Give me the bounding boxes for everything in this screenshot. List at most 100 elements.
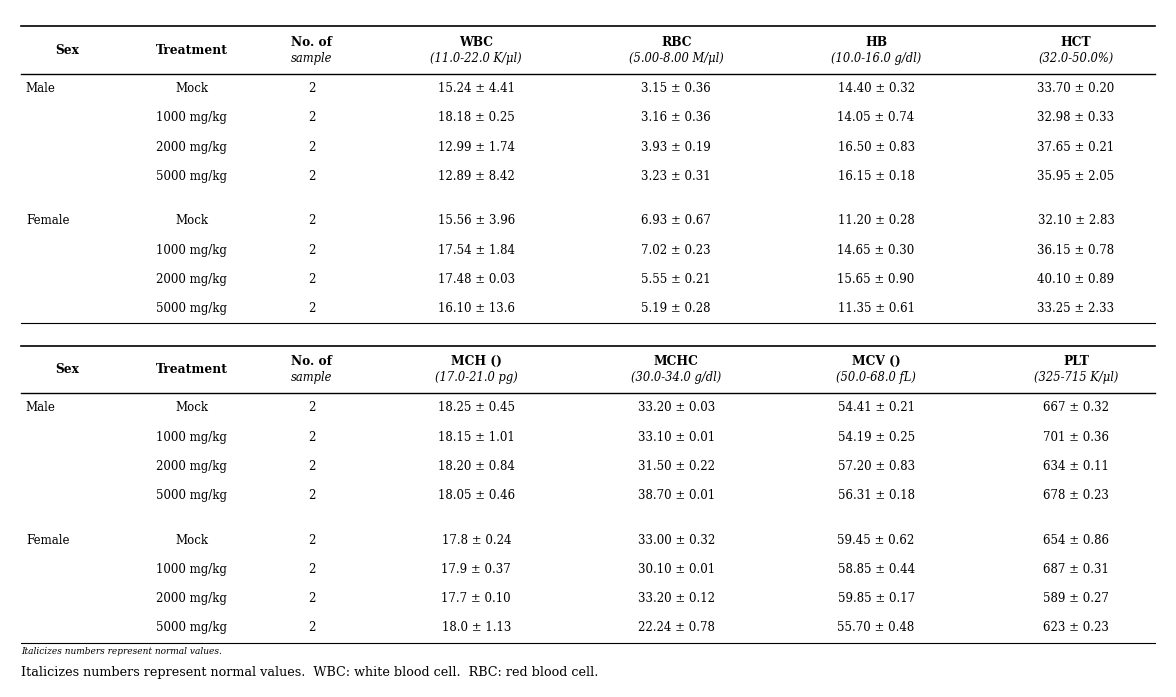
Text: Female: Female: [26, 534, 69, 546]
Text: 2: 2: [308, 112, 315, 124]
Text: 38.70 ± 0.01: 38.70 ± 0.01: [637, 489, 715, 502]
Text: Mock: Mock: [175, 401, 208, 414]
Text: (10.0-16.0 g/dl): (10.0-16.0 g/dl): [831, 52, 921, 65]
Text: 687 ± 0.31: 687 ± 0.31: [1043, 563, 1109, 576]
Text: 5000 mg/kg: 5000 mg/kg: [156, 622, 227, 634]
Text: sample: sample: [290, 371, 333, 384]
Text: 17.7 ± 0.10: 17.7 ± 0.10: [441, 592, 512, 605]
Text: Sex: Sex: [55, 44, 79, 56]
Text: 12.99 ± 1.74: 12.99 ± 1.74: [437, 141, 515, 153]
Text: 18.15 ± 1.01: 18.15 ± 1.01: [437, 431, 515, 443]
Text: 14.65 ± 0.30: 14.65 ± 0.30: [837, 244, 915, 256]
Text: 654 ± 0.86: 654 ± 0.86: [1043, 534, 1109, 546]
Text: 2: 2: [308, 534, 315, 546]
Text: 18.20 ± 0.84: 18.20 ± 0.84: [437, 460, 515, 473]
Text: No. of: No. of: [292, 36, 332, 49]
Text: 7.02 ± 0.23: 7.02 ± 0.23: [641, 244, 711, 256]
Text: 2: 2: [308, 563, 315, 576]
Text: 54.41 ± 0.21: 54.41 ± 0.21: [837, 401, 915, 414]
Text: 32.98 ± 0.33: 32.98 ± 0.33: [1037, 112, 1115, 124]
Text: RBC: RBC: [661, 36, 691, 49]
Text: 37.65 ± 0.21: 37.65 ± 0.21: [1037, 141, 1115, 153]
Text: Male: Male: [26, 82, 55, 95]
Text: 36.15 ± 0.78: 36.15 ± 0.78: [1037, 244, 1115, 256]
Text: 14.05 ± 0.74: 14.05 ± 0.74: [837, 112, 915, 124]
Text: 18.0 ± 1.13: 18.0 ± 1.13: [442, 622, 510, 634]
Text: 18.18 ± 0.25: 18.18 ± 0.25: [437, 112, 515, 124]
Text: 33.70 ± 0.20: 33.70 ± 0.20: [1037, 82, 1115, 95]
Text: MCHC: MCHC: [654, 355, 699, 368]
Text: 2: 2: [308, 141, 315, 153]
Text: HCT: HCT: [1061, 36, 1091, 49]
Text: (17.0-21.0 pg): (17.0-21.0 pg): [435, 371, 517, 384]
Text: 15.65 ± 0.90: 15.65 ± 0.90: [837, 273, 915, 286]
Text: MCH (): MCH (): [450, 355, 502, 368]
Text: 18.05 ± 0.46: 18.05 ± 0.46: [437, 489, 515, 502]
Text: (50.0-68.0 fL): (50.0-68.0 fL): [836, 371, 916, 384]
Text: 12.89 ± 8.42: 12.89 ± 8.42: [437, 170, 515, 183]
Text: Mock: Mock: [175, 215, 208, 227]
Text: Treatment: Treatment: [155, 44, 228, 56]
Text: 2000 mg/kg: 2000 mg/kg: [156, 592, 227, 605]
Text: 2: 2: [308, 170, 315, 183]
Text: (30.0-34.0 g/dl): (30.0-34.0 g/dl): [632, 371, 721, 384]
Text: 2: 2: [308, 431, 315, 443]
Text: 634 ± 0.11: 634 ± 0.11: [1043, 460, 1109, 473]
Text: Mock: Mock: [175, 82, 208, 95]
Text: 35.95 ± 2.05: 35.95 ± 2.05: [1037, 170, 1115, 183]
Text: 3.16 ± 0.36: 3.16 ± 0.36: [641, 112, 711, 124]
Text: 16.15 ± 0.18: 16.15 ± 0.18: [837, 170, 915, 183]
Text: 2: 2: [308, 622, 315, 634]
Text: 667 ± 0.32: 667 ± 0.32: [1043, 401, 1109, 414]
Text: 5000 mg/kg: 5000 mg/kg: [156, 302, 227, 315]
Text: 17.48 ± 0.03: 17.48 ± 0.03: [437, 273, 515, 286]
Text: Italicizes numbers represent normal values.  WBC: white blood cell.  RBC: red bl: Italicizes numbers represent normal valu…: [21, 666, 599, 680]
Text: 5.19 ± 0.28: 5.19 ± 0.28: [641, 302, 711, 315]
Text: HB: HB: [866, 36, 887, 49]
Text: 16.50 ± 0.83: 16.50 ± 0.83: [837, 141, 915, 153]
Text: 40.10 ± 0.89: 40.10 ± 0.89: [1037, 273, 1115, 286]
Text: 1000 mg/kg: 1000 mg/kg: [156, 244, 227, 256]
Text: 17.54 ± 1.84: 17.54 ± 1.84: [437, 244, 515, 256]
Text: 57.20 ± 0.83: 57.20 ± 0.83: [837, 460, 915, 473]
Text: 3.23 ± 0.31: 3.23 ± 0.31: [641, 170, 711, 183]
Text: 1000 mg/kg: 1000 mg/kg: [156, 563, 227, 576]
Text: 32.10 ± 2.83: 32.10 ± 2.83: [1037, 215, 1115, 227]
Text: 6.93 ± 0.67: 6.93 ± 0.67: [641, 215, 711, 227]
Text: (5.00-8.00 M/μl): (5.00-8.00 M/μl): [629, 52, 723, 65]
Text: PLT: PLT: [1063, 355, 1089, 368]
Text: 33.20 ± 0.12: 33.20 ± 0.12: [637, 592, 715, 605]
Text: 59.45 ± 0.62: 59.45 ± 0.62: [837, 534, 915, 546]
Text: 30.10 ± 0.01: 30.10 ± 0.01: [637, 563, 715, 576]
Text: 33.10 ± 0.01: 33.10 ± 0.01: [637, 431, 715, 443]
Text: 1000 mg/kg: 1000 mg/kg: [156, 431, 227, 443]
Text: 701 ± 0.36: 701 ± 0.36: [1043, 431, 1109, 443]
Text: 5000 mg/kg: 5000 mg/kg: [156, 170, 227, 183]
Text: 2000 mg/kg: 2000 mg/kg: [156, 273, 227, 286]
Text: 5.55 ± 0.21: 5.55 ± 0.21: [641, 273, 711, 286]
Text: 3.15 ± 0.36: 3.15 ± 0.36: [641, 82, 711, 95]
Text: 31.50 ± 0.22: 31.50 ± 0.22: [637, 460, 715, 473]
Text: No. of: No. of: [292, 355, 332, 368]
Text: 2: 2: [308, 489, 315, 502]
Text: 59.85 ± 0.17: 59.85 ± 0.17: [837, 592, 915, 605]
Text: Sex: Sex: [55, 363, 79, 376]
Text: 33.20 ± 0.03: 33.20 ± 0.03: [637, 401, 715, 414]
Text: 11.35 ± 0.61: 11.35 ± 0.61: [837, 302, 915, 315]
Text: 18.25 ± 0.45: 18.25 ± 0.45: [437, 401, 515, 414]
Text: 2000 mg/kg: 2000 mg/kg: [156, 460, 227, 473]
Text: (325-715 K/μl): (325-715 K/μl): [1034, 371, 1118, 384]
Text: 15.56 ± 3.96: 15.56 ± 3.96: [437, 215, 515, 227]
Text: 2: 2: [308, 592, 315, 605]
Text: 2: 2: [308, 215, 315, 227]
Text: 2: 2: [308, 302, 315, 315]
Text: 2000 mg/kg: 2000 mg/kg: [156, 141, 227, 153]
Text: 22.24 ± 0.78: 22.24 ± 0.78: [637, 622, 715, 634]
Text: 2: 2: [308, 460, 315, 473]
Text: 3.93 ± 0.19: 3.93 ± 0.19: [641, 141, 711, 153]
Text: 589 ± 0.27: 589 ± 0.27: [1043, 592, 1109, 605]
Text: 16.10 ± 13.6: 16.10 ± 13.6: [437, 302, 515, 315]
Text: 15.24 ± 4.41: 15.24 ± 4.41: [437, 82, 515, 95]
Text: 14.40 ± 0.32: 14.40 ± 0.32: [837, 82, 915, 95]
Text: 56.31 ± 0.18: 56.31 ± 0.18: [837, 489, 915, 502]
